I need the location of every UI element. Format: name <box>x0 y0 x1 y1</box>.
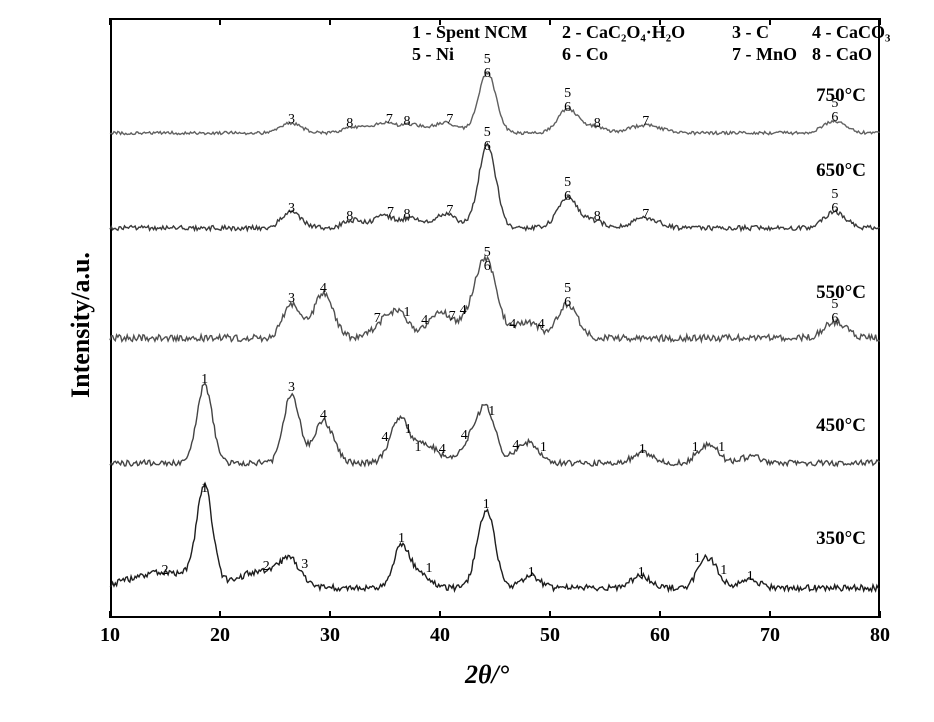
peak-label: 4 <box>538 318 545 332</box>
peak-label: 1 <box>747 570 754 584</box>
peak-label: 1 <box>398 532 405 546</box>
peak-label: 4 <box>382 431 389 445</box>
peak-label: 1 <box>720 564 727 578</box>
peak-label: 4 <box>421 314 428 328</box>
peak-label: 8 <box>594 117 601 131</box>
peak-label: 8 <box>594 210 601 224</box>
peak-label: 1 <box>483 498 490 512</box>
trace-750C <box>0 0 934 722</box>
series-label: 750°C <box>816 85 866 107</box>
peak-label: 56 <box>484 246 491 274</box>
peak-label: 56 <box>831 188 838 216</box>
peak-label: 7 <box>642 115 649 129</box>
peak-label: 8 <box>346 117 353 131</box>
peak-label: 4 <box>320 282 327 296</box>
peak-label: 1 <box>201 373 208 387</box>
peak-label: 56 <box>564 282 571 310</box>
peak-label: 3 <box>288 202 295 216</box>
peak-label: 4 <box>460 304 467 318</box>
peak-label: 1 <box>415 441 422 455</box>
peak-label: 3 <box>301 558 308 572</box>
peak-label: 1 <box>426 562 433 576</box>
series-label: 550°C <box>816 282 866 304</box>
peak-label: 4 <box>461 429 468 443</box>
peak-label: 56 <box>484 53 491 81</box>
peak-label: 7 <box>386 113 393 127</box>
peak-label: 1 <box>692 441 699 455</box>
peak-label: 4 <box>509 318 516 332</box>
peak-label: 2 <box>162 564 169 578</box>
series-label: 450°C <box>816 415 866 437</box>
peak-label: 56 <box>564 176 571 204</box>
peak-label: 7 <box>446 113 453 127</box>
peak-label: 1 <box>718 441 725 455</box>
peak-label: 1 <box>201 482 208 496</box>
peak-label: 1 <box>638 566 645 580</box>
peak-label: 7 <box>449 310 456 324</box>
peak-label: 1 <box>639 443 646 457</box>
peak-label: 4 <box>439 443 446 457</box>
peak-label: 1 <box>540 441 547 455</box>
xrd-chart: Intensity/a.u. 2θ/° 1020304050607080 1 -… <box>0 0 934 722</box>
peak-label: 8 <box>404 115 411 129</box>
peak-label: 56 <box>831 298 838 326</box>
peak-label: 3 <box>288 292 295 306</box>
peak-label: 7 <box>387 206 394 220</box>
peak-label: 1 <box>528 566 535 580</box>
peak-label: 1 <box>694 552 701 566</box>
peak-label: 4 <box>512 439 519 453</box>
peak-label: 1 <box>488 405 495 419</box>
peak-label: 7 <box>374 312 381 326</box>
peak-label: 1 <box>404 306 411 320</box>
peak-label: 56 <box>484 126 491 154</box>
series-label: 650°C <box>816 160 866 182</box>
peak-label: 56 <box>564 87 571 115</box>
peak-label: 3 <box>288 381 295 395</box>
peak-label: 7 <box>642 208 649 222</box>
peak-label: 4 <box>320 409 327 423</box>
series-label: 350°C <box>816 528 866 550</box>
peak-label: 2 <box>263 560 270 574</box>
peak-label: 7 <box>446 204 453 218</box>
peak-label: 3 <box>288 113 295 127</box>
peak-label: 8 <box>404 208 411 222</box>
peak-label: 1 <box>405 423 412 437</box>
peak-label: 8 <box>346 210 353 224</box>
peak-label: 56 <box>831 97 838 125</box>
